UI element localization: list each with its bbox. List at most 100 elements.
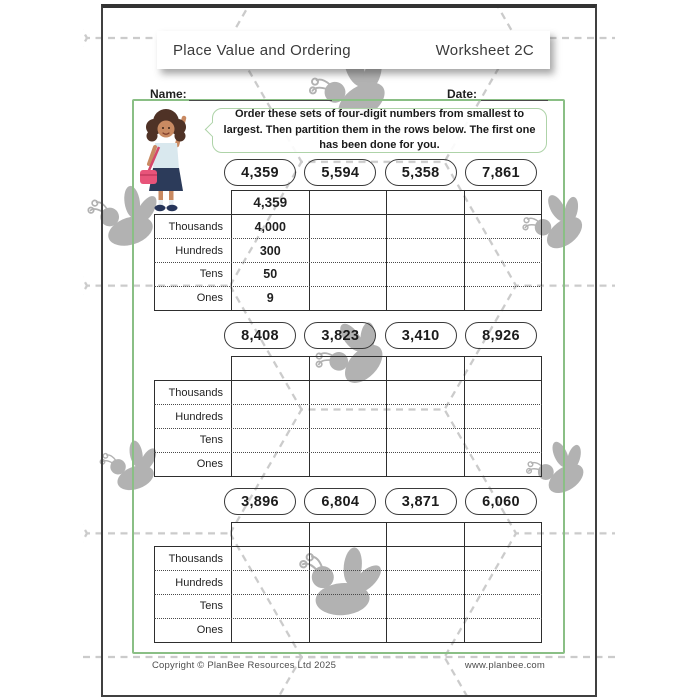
partition-cell[interactable] — [465, 215, 542, 239]
partition-cell[interactable] — [387, 263, 464, 287]
number-chip: 6,804 — [304, 488, 377, 515]
number-chip: 3,823 — [304, 322, 377, 349]
row-label: Ones — [196, 624, 223, 637]
partition-cell[interactable] — [465, 263, 542, 287]
partition-cell[interactable] — [465, 452, 542, 476]
partition-cell[interactable] — [465, 429, 542, 453]
partition-cell[interactable] — [310, 452, 387, 476]
dotted-divider — [154, 570, 542, 571]
number-chip: 6,060 — [464, 488, 537, 515]
answer-cell[interactable] — [232, 523, 309, 546]
partition-cell[interactable] — [310, 547, 387, 571]
number-chip: 3,896 — [224, 488, 296, 515]
name-input-line[interactable] — [189, 87, 332, 101]
partition-cell[interactable] — [310, 429, 387, 453]
partition-cell[interactable] — [310, 571, 387, 595]
answer-cell[interactable] — [308, 357, 387, 380]
partition-cell[interactable] — [387, 239, 464, 263]
number-chip: 8,408 — [224, 322, 296, 349]
partition-cell[interactable] — [387, 215, 464, 239]
dotted-divider — [154, 594, 542, 595]
answer-cell[interactable] — [463, 523, 542, 546]
partition-table-3: Thousands Hundreds Tens Ones — [154, 522, 542, 643]
ordered-numbers-row: 4,359 — [231, 190, 542, 214]
answer-cell[interactable] — [463, 357, 542, 380]
name-label: Name: — [150, 87, 187, 101]
partition-cell[interactable] — [387, 429, 464, 453]
partition-cell[interactable] — [387, 571, 464, 595]
partition-cell[interactable] — [310, 263, 387, 287]
partition-cell[interactable] — [232, 381, 309, 405]
partition-cell[interactable] — [465, 239, 542, 263]
partition-cell[interactable] — [387, 405, 464, 429]
date-label: Date: — [447, 87, 478, 101]
partition-cell[interactable] — [310, 405, 387, 429]
place-value-labels: Thousands Hundreds Tens Ones — [154, 214, 231, 311]
partition-cell[interactable] — [465, 547, 542, 571]
partition-cell[interactable] — [387, 381, 464, 405]
row-label: Ones — [196, 458, 223, 471]
partition-cell[interactable] — [465, 381, 542, 405]
partition-cell: 300 — [259, 243, 281, 258]
date-input-line[interactable] — [481, 87, 548, 101]
partition-cell[interactable] — [465, 571, 542, 595]
dotted-divider — [154, 262, 542, 263]
partition-cell[interactable] — [310, 215, 387, 239]
partition-cell[interactable] — [387, 547, 464, 571]
answer-cell[interactable] — [386, 357, 464, 380]
number-set-2: 8,408 3,823 3,410 8,926 — [224, 322, 537, 349]
place-value-labels: Thousands Hundreds Tens Ones — [154, 546, 231, 643]
answer-cell[interactable] — [308, 523, 387, 546]
partition-cell[interactable] — [465, 595, 542, 619]
partition-cell[interactable] — [232, 405, 309, 429]
partition-cell[interactable] — [387, 452, 464, 476]
partition-cell[interactable] — [232, 452, 309, 476]
content-frame — [132, 99, 565, 654]
partition-cell[interactable] — [465, 286, 542, 310]
number-chip: 8,926 — [464, 322, 537, 349]
partition-cell[interactable] — [310, 595, 387, 619]
partition-cell[interactable] — [310, 239, 387, 263]
partition-cell[interactable] — [232, 429, 309, 453]
partition-cell[interactable] — [387, 595, 464, 619]
answer-cell[interactable] — [386, 523, 464, 546]
partition-cell: 9 — [266, 291, 274, 306]
row-label: Tens — [199, 600, 223, 613]
partition-cell[interactable] — [387, 618, 464, 642]
partition-cell[interactable] — [465, 618, 542, 642]
row-label: Thousands — [168, 552, 223, 565]
instruction-text: Order these sets of four-digit numbers f… — [223, 107, 536, 152]
number-chip: 7,861 — [464, 159, 537, 186]
row-label: Tens — [199, 268, 223, 281]
answer-cell[interactable] — [308, 191, 387, 214]
partition-cell[interactable] — [232, 595, 309, 619]
answer-cell[interactable] — [386, 191, 464, 214]
partition-cell: 50 — [263, 267, 278, 282]
partition-cell: 4,000 — [254, 219, 286, 234]
number-set-1: 4,359 5,594 5,358 7,861 — [224, 159, 537, 186]
partition-cell[interactable] — [310, 618, 387, 642]
partition-cell[interactable] — [232, 618, 309, 642]
number-chip: 3,871 — [384, 488, 457, 515]
partition-cell[interactable] — [387, 286, 464, 310]
worksheet-page: Place Value and Ordering Worksheet 2C Na… — [101, 4, 597, 697]
partition-cell[interactable] — [232, 571, 309, 595]
worksheet-code: Worksheet 2C — [435, 41, 534, 59]
page-title: Place Value and Ordering — [173, 41, 351, 59]
number-set-3: 3,896 6,804 3,871 6,060 — [224, 488, 537, 515]
partition-cell[interactable] — [465, 405, 542, 429]
answer-cell: 4,359 — [253, 195, 288, 210]
answer-cell[interactable] — [463, 191, 542, 214]
row-label: Hundreds — [175, 244, 223, 257]
answer-cell[interactable] — [232, 357, 309, 380]
copyright-text: Copyright © PlanBee Resources Ltd 2025 — [152, 660, 337, 671]
number-chip: 5,594 — [304, 159, 377, 186]
partition-column: 4,000 300 50 9 — [232, 215, 309, 310]
partition-cell[interactable] — [310, 381, 387, 405]
dotted-divider — [154, 618, 542, 619]
website-text: www.planbee.com — [464, 660, 545, 671]
number-chip: 5,358 — [384, 159, 457, 186]
partition-cell[interactable] — [310, 286, 387, 310]
partition-cell[interactable] — [232, 547, 309, 571]
